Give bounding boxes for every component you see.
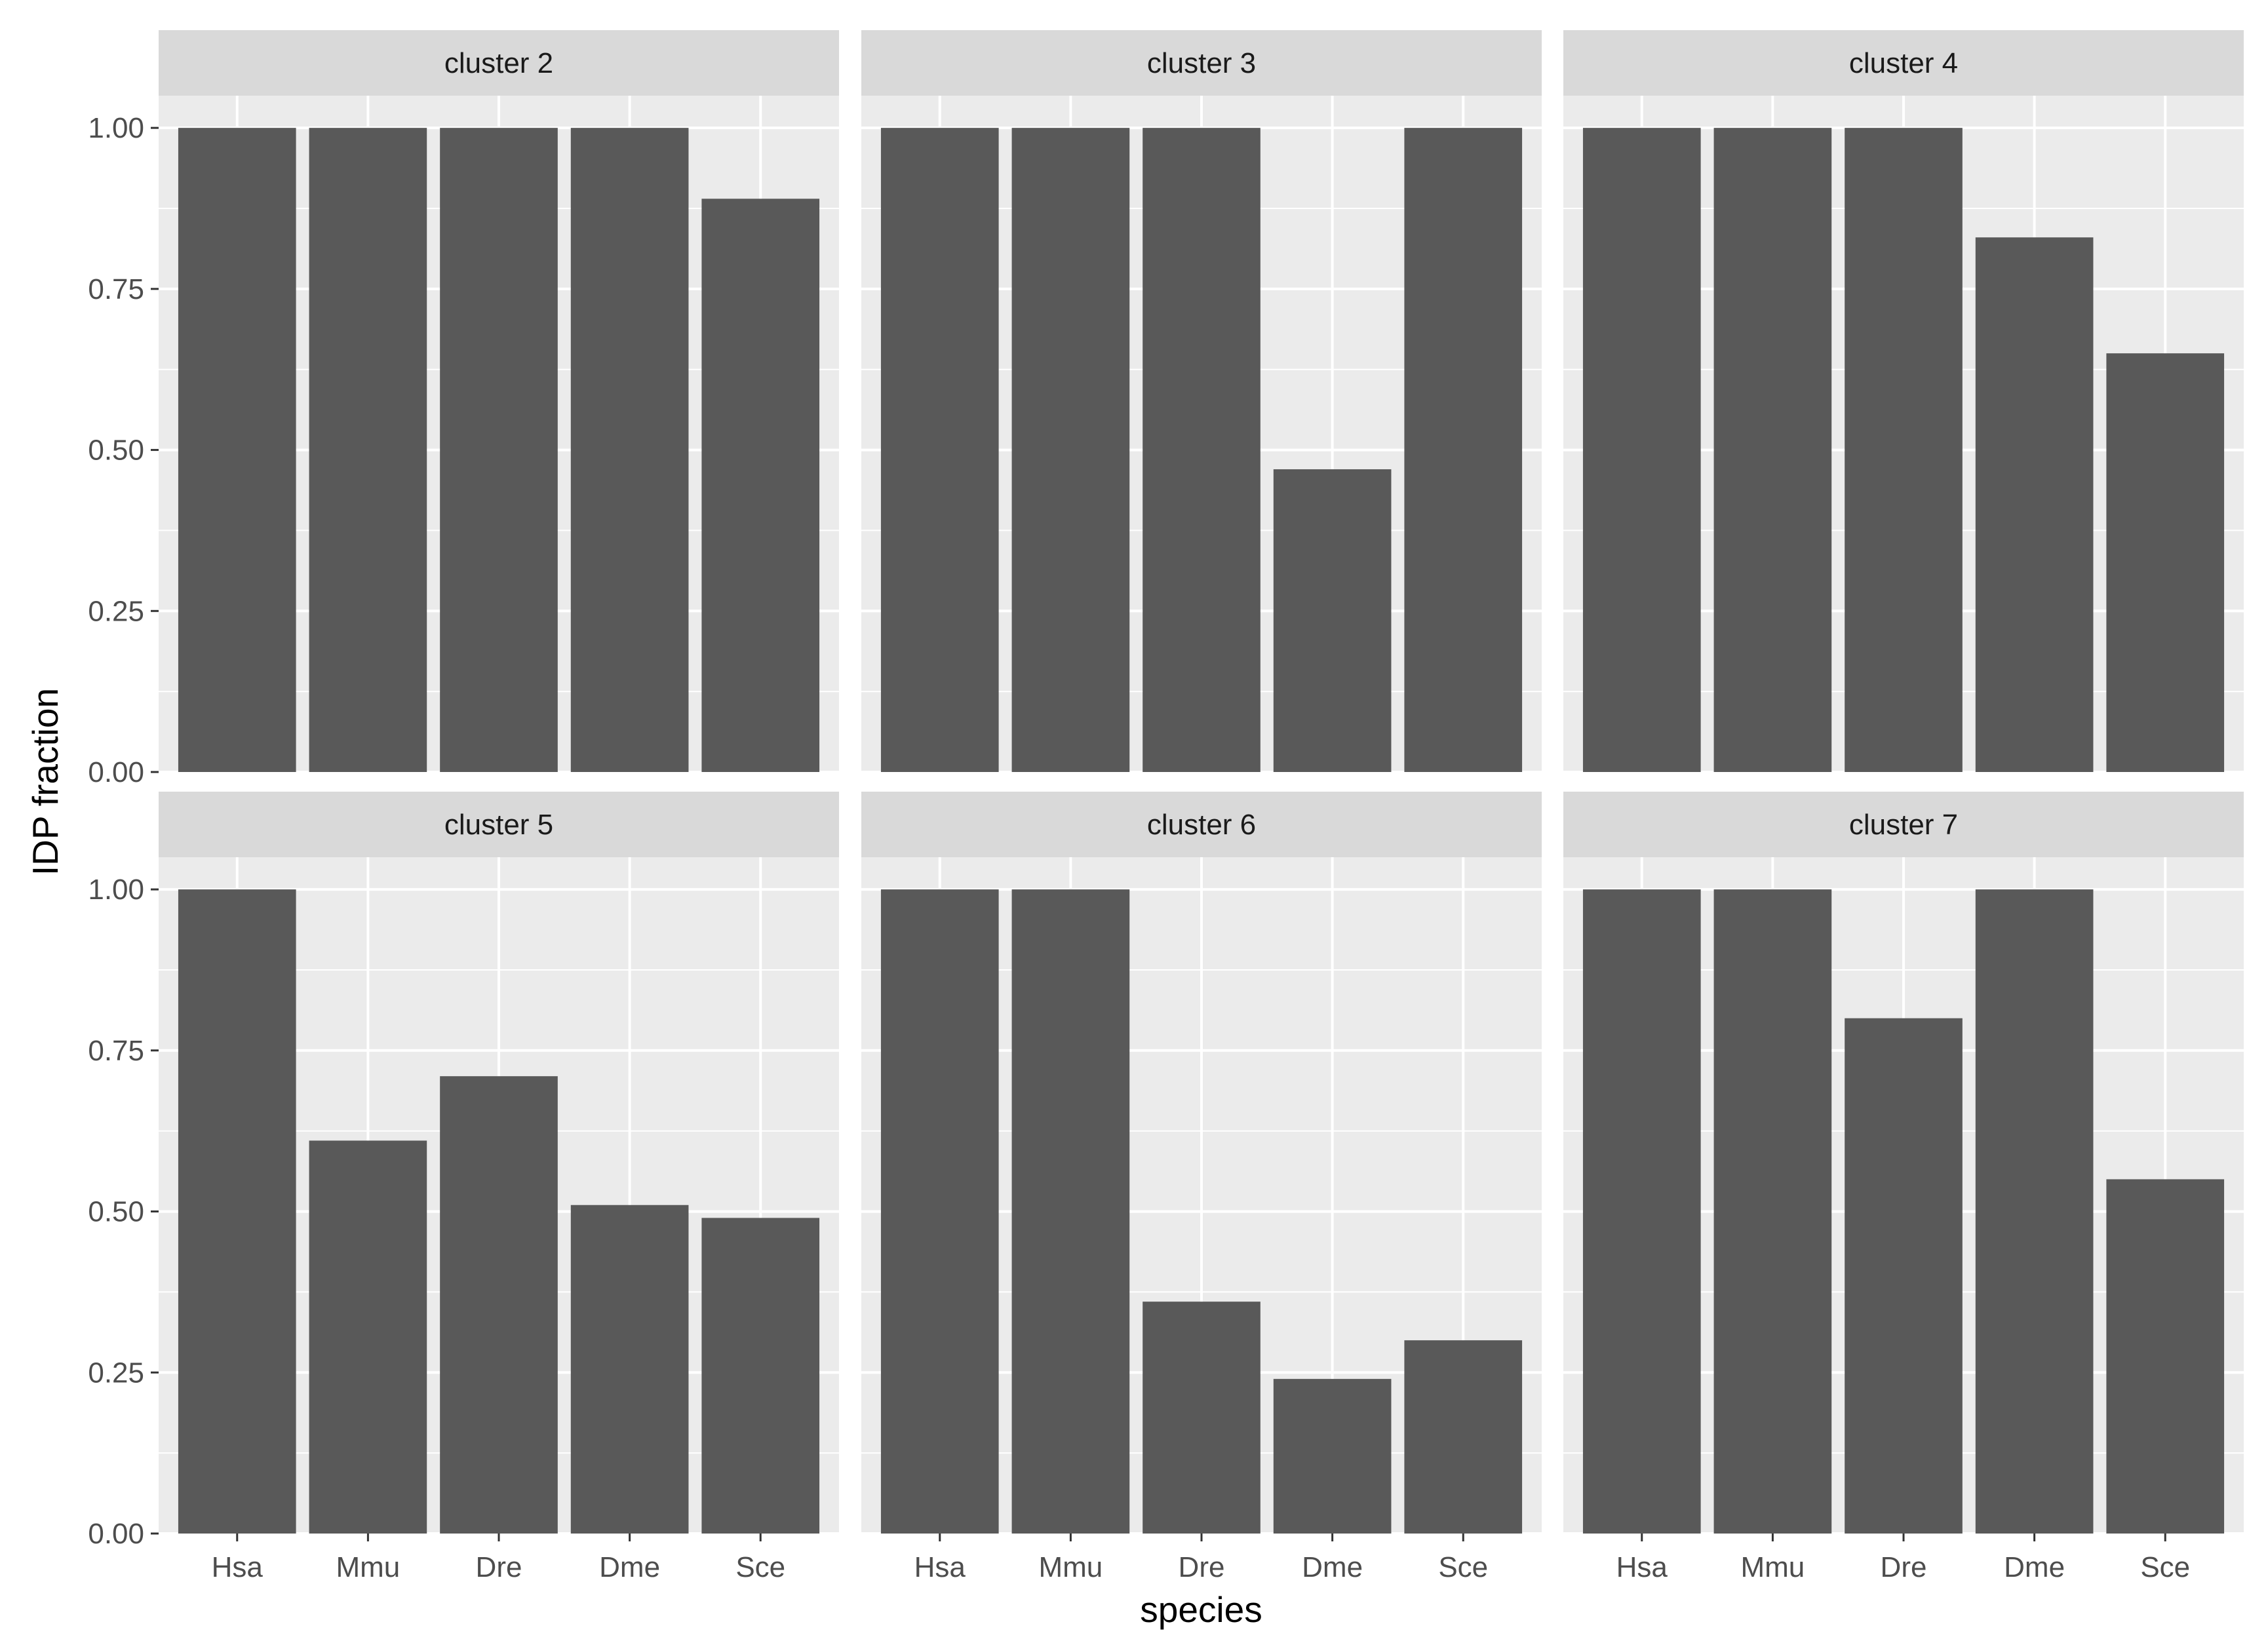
bar-cluster-7-dme: [1975, 889, 2094, 1534]
x-tick-label: Dre: [1881, 1551, 1927, 1583]
x-tick-label: Dre: [1179, 1551, 1225, 1583]
bar-cluster-7-sce: [2106, 1179, 2225, 1534]
facet-strip: [159, 792, 839, 857]
bar-cluster-7-dre: [1845, 1018, 1963, 1534]
facet-panel: cluster 7 Hsa Mmu Dre Dme Sce: [1563, 792, 2244, 1583]
x-tick-label: Hsa: [212, 1551, 264, 1583]
bar-cluster-5-dre: [440, 1076, 558, 1534]
bar-cluster-6-dre: [1143, 1302, 1261, 1534]
bar-cluster-3-mmu: [1011, 128, 1130, 773]
y-tick-label: 0.25: [88, 595, 144, 627]
y-tick-label: 1.00: [88, 112, 144, 144]
x-tick-label: Dme: [599, 1551, 660, 1583]
bar-cluster-5-hsa: [178, 889, 296, 1534]
y-tick-label: 0.75: [88, 273, 144, 305]
x-tick-label: Sce: [1438, 1551, 1488, 1583]
x-tick-label: Dme: [1302, 1551, 1363, 1583]
bar-cluster-5-mmu: [309, 1140, 427, 1534]
facet-panel: cluster 4: [1563, 30, 2244, 773]
bar-cluster-5-dme: [570, 1205, 689, 1534]
facet-title: cluster 5: [444, 809, 553, 841]
facet-panel: cluster 3: [861, 30, 1542, 773]
facet-strip: [861, 792, 1542, 857]
x-tick-label: Sce: [735, 1551, 785, 1583]
facet-title: cluster 2: [444, 47, 553, 79]
y-tick-label: 0.00: [88, 756, 144, 788]
facet-strip: [1563, 30, 2244, 96]
x-tick-label: Dme: [2004, 1551, 2065, 1583]
x-tick-label: Mmu: [336, 1551, 400, 1583]
facet-title: cluster 4: [1849, 47, 1958, 79]
y-tick-label: 0.50: [88, 434, 144, 467]
bar-cluster-6-dme: [1273, 1379, 1392, 1534]
facet-panel: cluster 5 0.00 0.25 0.50 0.75 1.00 Hsa Mmu Dre Dm…: [88, 792, 839, 1583]
x-tick-label: Dre: [476, 1551, 522, 1583]
bar-cluster-4-sce: [2106, 353, 2225, 772]
facet-title: cluster 3: [1147, 47, 1256, 79]
x-tick-label: Sce: [2140, 1551, 2190, 1583]
y-tick-label: 0.75: [88, 1035, 144, 1067]
bar-cluster-2-sce: [701, 199, 820, 772]
bar-cluster-4-dme: [1975, 237, 2094, 772]
bar-cluster-2-dme: [570, 128, 689, 773]
bar-cluster-7-mmu: [1713, 889, 1832, 1534]
x-axis-title: species: [1140, 1589, 1262, 1630]
x-tick-label: Mmu: [1038, 1551, 1103, 1583]
bar-cluster-6-sce: [1404, 1340, 1523, 1534]
facet-title: cluster 6: [1147, 809, 1256, 841]
bar-cluster-6-hsa: [880, 889, 999, 1534]
facet-strip: [159, 30, 839, 96]
bar-cluster-2-mmu: [309, 128, 427, 773]
facet-title: cluster 7: [1849, 809, 1958, 841]
bar-cluster-3-dme: [1273, 469, 1392, 772]
y-tick-label: 0.50: [88, 1196, 144, 1228]
y-tick-label: 1.00: [88, 874, 144, 906]
bar-cluster-2-hsa: [178, 128, 296, 773]
facet-panel: cluster 2 0.00 0.25 0.50 0.75 1.00: [88, 30, 839, 788]
bar-cluster-5-sce: [701, 1218, 820, 1534]
bar-cluster-4-dre: [1845, 128, 1963, 773]
y-tick-label: 0.00: [88, 1518, 144, 1550]
bar-cluster-3-sce: [1404, 128, 1523, 773]
y-axis-title: IDP fraction: [25, 688, 66, 876]
bar-cluster-4-mmu: [1713, 128, 1832, 773]
x-tick-label: Mmu: [1740, 1551, 1805, 1583]
bar-cluster-6-mmu: [1011, 889, 1130, 1534]
facet-panel: cluster 6 Hsa Mmu Dre Dme Sce: [861, 792, 1542, 1583]
bar-cluster-4-hsa: [1582, 128, 1701, 773]
bar-cluster-2-dre: [440, 128, 558, 773]
x-tick-label: Hsa: [1616, 1551, 1668, 1583]
bar-cluster-3-dre: [1143, 128, 1261, 773]
facet-strip: [1563, 792, 2244, 857]
x-tick-label: Hsa: [914, 1551, 966, 1583]
y-tick-label: 0.25: [88, 1357, 144, 1389]
bar-cluster-3-hsa: [880, 128, 999, 773]
facet-strip: [861, 30, 1542, 96]
bar-cluster-7-hsa: [1582, 889, 1701, 1534]
